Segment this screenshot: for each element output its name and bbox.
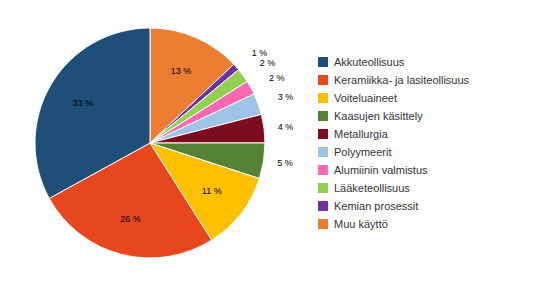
legend-swatch bbox=[318, 183, 328, 193]
legend-swatch bbox=[318, 219, 328, 229]
pie-slice bbox=[35, 28, 150, 198]
legend-label: Metallurgia bbox=[334, 128, 389, 140]
pie-slice bbox=[150, 114, 265, 143]
data-label: 13 % bbox=[171, 66, 192, 76]
chart: 13 %1 %2 %2 %3 %4 %5 %11 %26 %33 %Akkute… bbox=[0, 0, 545, 286]
legend-swatch bbox=[318, 75, 328, 85]
legend-swatch bbox=[318, 93, 328, 103]
data-label: 2 % bbox=[269, 73, 285, 83]
legend-label: Kemian prosessit bbox=[334, 200, 418, 212]
data-label: 11 % bbox=[202, 186, 222, 196]
data-label: 4 % bbox=[278, 122, 294, 132]
legend: Akkuteollisuus Keramiikka- ja lasiteollis… bbox=[318, 56, 470, 230]
legend-swatch bbox=[318, 57, 328, 67]
legend-label: Lääketeollisuus bbox=[334, 182, 410, 194]
data-label: 33 % bbox=[72, 98, 93, 108]
data-label: 1 % bbox=[252, 48, 268, 58]
legend-label: Keramiikka- ja lasiteollisuus bbox=[334, 74, 470, 86]
legend-swatch bbox=[318, 111, 328, 121]
pie bbox=[35, 28, 265, 258]
legend-swatch bbox=[318, 201, 328, 211]
legend-swatch bbox=[318, 165, 328, 175]
legend-label: Alumiinin valmistus bbox=[334, 164, 428, 176]
data-label: 26 % bbox=[120, 214, 141, 224]
legend-swatch bbox=[318, 147, 328, 157]
legend-label: Voiteluaineet bbox=[334, 92, 397, 104]
data-label: 3 % bbox=[278, 92, 294, 102]
legend-label: Polyymeerit bbox=[334, 146, 391, 158]
data-labels: 13 %1 %2 %2 %3 %4 %5 %11 %26 %33 % bbox=[72, 48, 293, 223]
legend-label: Muu käyttö bbox=[334, 218, 388, 230]
legend-label: Akkuteollisuus bbox=[334, 56, 405, 68]
data-label: 2 % bbox=[260, 58, 276, 68]
data-label: 5 % bbox=[277, 158, 293, 168]
legend-swatch bbox=[318, 129, 328, 139]
legend-label: Kaasujen käsittely bbox=[334, 110, 423, 122]
